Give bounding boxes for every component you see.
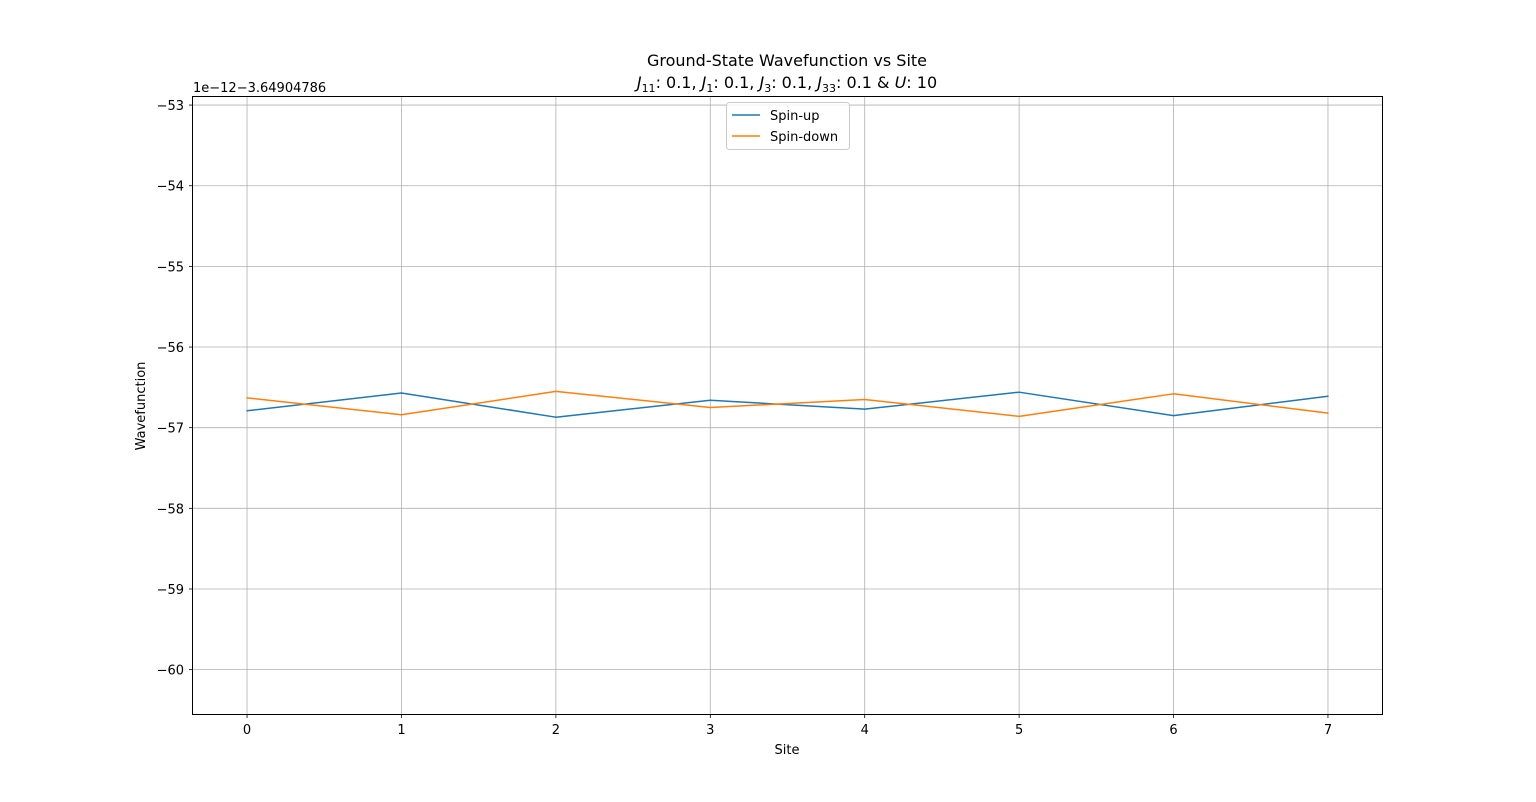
subtitle-j1-symbol: J	[699, 73, 707, 92]
y-tick-label: −57	[157, 422, 184, 437]
data-point-spin-down	[555, 390, 557, 393]
data-point-spin-down	[1172, 393, 1175, 395]
y-tick-label: −60	[157, 664, 184, 679]
series-lines	[246, 390, 1329, 418]
data-point-spin-down	[1327, 412, 1329, 414]
subtitle-j3-value: : 0.1,	[771, 73, 817, 92]
y-offset-label: 1e−12−3.64904786	[193, 81, 326, 96]
subtitle-j11-sub: 11	[642, 82, 656, 95]
data-point-spin-up	[1327, 395, 1329, 398]
data-point-spin-down	[709, 406, 712, 409]
data-point-spin-down	[863, 398, 866, 401]
data-point-spin-up	[246, 409, 248, 412]
series-line-spin-up	[246, 391, 1329, 418]
x-tick-label: 7	[1324, 723, 1332, 738]
data-point-spin-up	[709, 399, 712, 402]
legend: Spin-up Spin-down	[726, 102, 850, 150]
subtitle-j11-value: : 0.1,	[656, 73, 702, 92]
x-tick-label: 1	[397, 723, 405, 738]
data-point-spin-down	[246, 397, 248, 399]
chart-title: Ground-State Wavefunction vs Site	[647, 51, 927, 70]
axis-ticks: 0 1 2 3 4 5 6 7 −60 −59 −58 −57 −56 −55 −54 −53	[157, 99, 1333, 738]
subtitle-u-value: : 10	[906, 73, 937, 92]
y-tick-label: −56	[157, 341, 184, 356]
y-tick-label: −55	[157, 260, 184, 275]
grid-lines	[193, 97, 1382, 714]
x-tick-label: 3	[706, 723, 714, 738]
chart-subtitle: J11: 0.1, J1: 0.1, J3: 0.1, J33: 0.1 & U…	[634, 73, 937, 95]
x-axis-label: Site	[775, 743, 800, 758]
subtitle-j3-symbol: J	[756, 73, 764, 92]
data-point-spin-up	[1018, 391, 1020, 393]
data-point-spin-up	[555, 416, 557, 418]
subtitle-j3-sub: 3	[764, 82, 771, 95]
x-tick-label: 5	[1015, 723, 1023, 738]
data-point-spin-down	[1018, 415, 1020, 418]
data-point-spin-up	[400, 392, 403, 394]
y-axis-label: Wavefunction	[134, 362, 149, 451]
x-tick-label: 4	[861, 723, 869, 738]
y-tick-label: −53	[157, 99, 184, 114]
subtitle-j1-value: : 0.1,	[713, 73, 759, 92]
series-line-spin-down	[246, 390, 1329, 418]
data-point-spin-up	[1172, 414, 1175, 417]
y-tick-label: −59	[157, 583, 184, 598]
x-tick-label: 6	[1169, 723, 1177, 738]
subtitle-j33-sub: 33	[822, 82, 836, 95]
legend-label-spin-down: Spin-down	[770, 130, 838, 145]
subtitle-j11-symbol: J	[634, 73, 642, 92]
subtitle-u-symbol: U	[895, 73, 907, 92]
x-tick-label: 0	[243, 723, 251, 738]
x-tick-label: 2	[552, 723, 560, 738]
subtitle-j1-sub: 1	[706, 82, 713, 95]
data-point-spin-up	[863, 408, 866, 410]
subtitle-j33-value: : 0.1 &	[836, 73, 895, 92]
subtitle-j33-symbol: J	[814, 73, 822, 92]
data-point-spin-down	[400, 413, 403, 416]
legend-label-spin-up: Spin-up	[770, 109, 820, 124]
y-tick-label: −54	[157, 180, 184, 195]
plot-frame	[192, 96, 1383, 715]
y-tick-label: −58	[157, 502, 184, 517]
